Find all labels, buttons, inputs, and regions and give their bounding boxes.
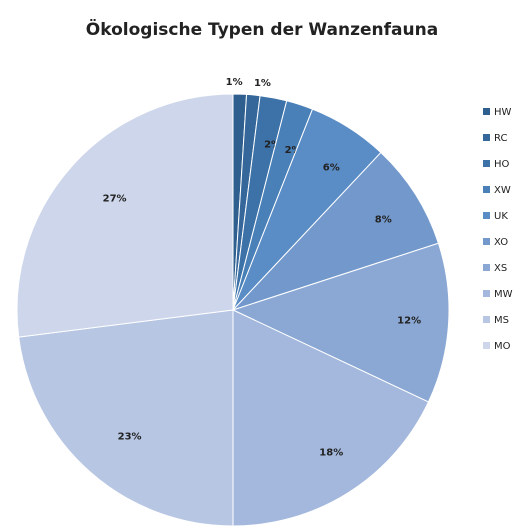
pie-slice	[232, 309, 430, 527]
legend-swatch	[483, 160, 490, 167]
data-label: 1%	[226, 77, 243, 88]
data-label: 27%	[103, 194, 127, 205]
legend-label: MS	[494, 315, 509, 326]
legend-swatch	[483, 264, 490, 271]
legend-label: MO	[494, 341, 511, 352]
data-label: 1%	[254, 78, 271, 89]
pie-slice	[231, 242, 450, 403]
data-label: 2%	[264, 140, 281, 151]
chart-title: Ökologische Typen der Wanzenfauna	[86, 18, 438, 40]
legend-label: XO	[494, 237, 508, 248]
legend-swatch	[483, 212, 490, 219]
legend-label: XW	[494, 185, 511, 196]
legend-swatch	[483, 108, 490, 115]
legend-label: MW	[494, 289, 513, 300]
pie-slice	[18, 309, 234, 527]
legend-swatch	[483, 342, 490, 349]
data-label: 12%	[397, 316, 421, 327]
legend-swatch	[483, 316, 490, 323]
legend-swatch	[483, 134, 490, 141]
legend-swatch	[483, 238, 490, 245]
data-label: 8%	[375, 215, 392, 226]
data-label: 18%	[319, 447, 343, 458]
data-label: 2%	[285, 145, 302, 156]
legend-label: RC	[494, 133, 507, 144]
legend-swatch	[483, 290, 490, 297]
legend-swatch	[483, 186, 490, 193]
pie-slice	[16, 93, 234, 338]
legend-label: HW	[494, 107, 512, 118]
legend-label: HO	[494, 159, 510, 170]
pie-slice	[232, 151, 440, 311]
legend-label: UK	[494, 211, 508, 222]
data-label: 23%	[118, 431, 142, 442]
data-label: 6%	[323, 163, 340, 174]
legend-label: XS	[494, 263, 507, 274]
